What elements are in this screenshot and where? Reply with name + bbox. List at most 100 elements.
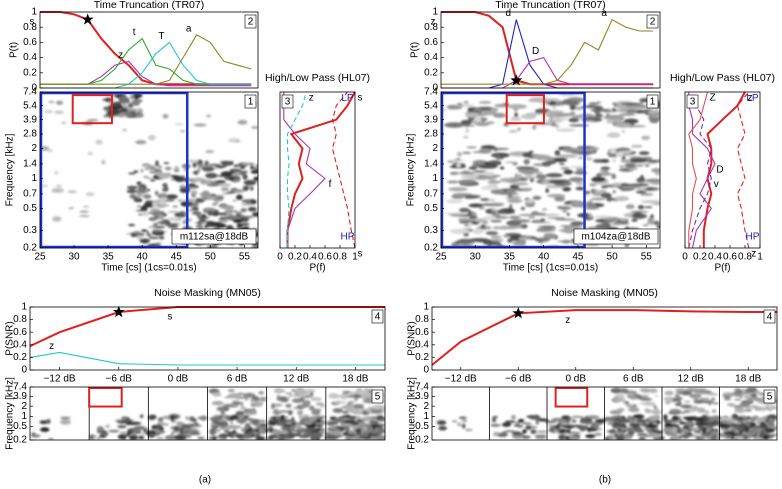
spectral-blob [371,436,375,439]
spectral-blob [141,211,149,217]
spectral-blob [244,395,249,401]
spectral-blob [462,124,472,127]
spectral-blob [132,429,140,435]
y-tick-label: 0.4 [23,52,37,63]
spectral-blob [741,428,746,433]
spectral-blob [544,186,566,189]
spectral-blob [152,229,163,233]
spectral-blob [637,177,645,182]
spectral-blob [179,187,191,193]
spectral-blob [451,420,458,423]
spectral-blob [108,429,120,433]
spectral-blob [157,193,168,198]
spectral-blob [767,414,777,420]
spectral-blob [637,205,645,210]
spectral-blob [523,158,530,165]
spectral-blob [145,200,155,203]
spectral-blob [505,233,522,236]
spectral-blob [210,433,215,436]
spectral-blob [158,201,165,204]
spectral-blob [631,218,638,222]
spectral-blob [345,414,350,419]
spectral-blob [647,410,651,414]
y-axis-label: Frequency [kHz] [406,133,417,206]
spectral-blob [628,157,648,163]
spectral-blob [236,223,243,228]
spectral-blob [148,236,160,240]
y-tick-label: 0.6 [415,327,429,338]
spectral-blob [446,213,468,216]
spectral-blob [241,199,252,203]
spectral-blob [206,114,212,118]
spectral-blob [133,94,140,100]
spectral-blob [609,149,617,154]
spectral-blob [200,196,211,201]
x-tick-label: 0.8 [738,252,752,263]
series-line [331,91,356,249]
spectral-blob [105,424,110,428]
spectral-blob [244,429,250,434]
spectral-blob [255,433,261,438]
spectral-blob [637,432,648,437]
spectral-blob [289,433,295,439]
spectral-blob [621,130,626,133]
y-tick-label: 0.6 [424,37,438,48]
spectral-blob [154,190,159,196]
y-tick-label: 0.5 [415,421,429,432]
spectral-blob [140,427,150,431]
x-tick-label: 40 [137,252,149,263]
spectral-blob [270,428,274,433]
spectral-blob [514,112,519,118]
spectral-blob [303,420,313,425]
spectral-blob [593,106,604,110]
y-tick-label: 0.4 [415,339,429,350]
spectral-blob [501,422,512,427]
spectral-blob [638,437,646,440]
spectral-blob [280,414,285,421]
panel-caption: (a) [199,475,211,486]
spectral-blob [648,431,656,436]
spectral-blob [520,224,528,229]
spectral-blob [197,416,209,420]
spectral-blob [461,170,471,173]
spectral-blob [537,418,549,422]
spectral-blob [54,170,59,175]
y-tick-label: 2 [31,143,37,154]
spectral-blob [212,392,222,397]
spectral-blob [625,109,637,114]
x-tick-label: 6 dB [227,374,248,385]
star-marker [112,305,125,318]
series-label: s [30,17,35,28]
plot-background [30,307,385,370]
spectral-blob [511,431,522,433]
spectral-blob [255,425,268,430]
spectral-blob [61,121,67,124]
highlight-box [505,94,545,125]
spectral-blob [92,434,97,439]
spectral-blob [454,104,475,107]
y-tick-label: 0.8 [13,314,27,325]
y-tick-label: 0.3 [424,225,438,236]
spectral-blob [455,240,464,244]
spectral-blob [758,434,766,438]
spectral-blob [681,428,689,434]
spectral-blob [67,190,77,193]
plot-frame [29,306,386,371]
spectral-blob [555,424,560,430]
spectral-blob [154,226,166,229]
spectral-blob [556,128,576,132]
spectral-blob [315,415,321,418]
spectral-blob [595,223,612,229]
spectral-blob [191,211,202,215]
spectral-blob [491,147,510,151]
spectral-blob [522,429,527,434]
spectral-blob [651,113,660,118]
spectral-blob [287,409,293,416]
x-tick-label: 50 [607,252,619,263]
spectral-blob [136,205,142,208]
spectral-blob [568,118,580,123]
spectral-blob [445,199,463,204]
spectral-blob [546,110,564,115]
spectral-blob [468,203,484,208]
spectral-blob [127,109,132,114]
